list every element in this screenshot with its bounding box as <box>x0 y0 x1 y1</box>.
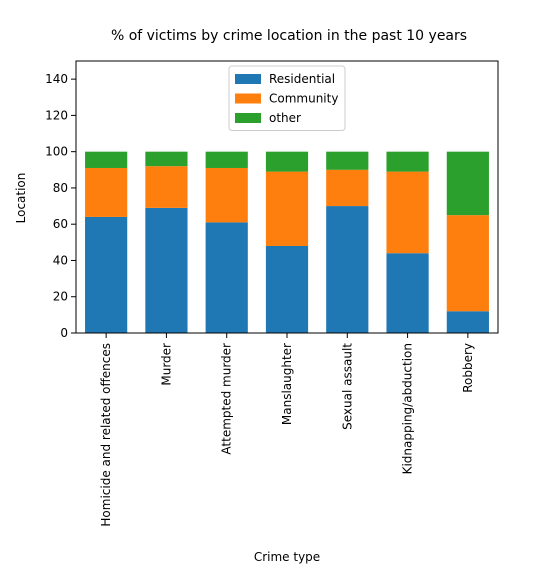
bar-community-1 <box>145 166 188 208</box>
y-tick-label: 140 <box>45 72 68 86</box>
bar-other-2 <box>205 151 248 168</box>
x-tick-label: Sexual assault <box>340 343 354 430</box>
y-tick-label: 20 <box>53 290 68 304</box>
bar-residential-0 <box>85 216 128 333</box>
y-axis: 0 20 40 60 80 100 120 140 <box>45 72 76 340</box>
x-tick-label: Kidnapping/abduction <box>401 343 415 474</box>
legend-swatch-other <box>235 113 261 123</box>
x-tick-label: Manslaughter <box>280 343 294 425</box>
bar-other-0 <box>85 151 128 168</box>
bar-residential-3 <box>265 245 309 333</box>
x-tick-label: Robbery <box>461 343 475 393</box>
bar-other-1 <box>145 151 188 167</box>
x-axis-label: Crime type <box>254 550 320 564</box>
legend-swatch-community <box>235 93 261 104</box>
bar-residential-5 <box>386 253 429 333</box>
y-tick-label: 0 <box>60 326 68 340</box>
bar-other-5 <box>386 151 429 172</box>
bar-community-4 <box>326 169 369 207</box>
bar-community-3 <box>265 171 309 246</box>
bar-community-2 <box>205 167 248 223</box>
bar-community-5 <box>386 171 429 254</box>
legend-label-other: other <box>269 111 301 125</box>
bar-community-0 <box>85 167 128 217</box>
x-tick-label: Attempted murder <box>220 343 234 455</box>
legend: Residential Community other <box>228 65 346 131</box>
bar-community-6 <box>446 215 489 312</box>
legend-label-community: Community <box>269 92 338 106</box>
bar-residential-1 <box>145 207 188 333</box>
chart-title: % of victims by crime location in the pa… <box>111 28 467 44</box>
x-tick-label: Homicide and related offences <box>99 343 113 527</box>
y-tick-label: 60 <box>53 217 68 231</box>
legend-swatch-residential <box>235 74 261 84</box>
bar-other-4 <box>326 151 369 170</box>
y-tick-label: 80 <box>53 181 68 195</box>
y-axis-label: Location <box>14 173 28 224</box>
bar-other-6 <box>446 151 489 216</box>
y-tick-label: 40 <box>53 253 68 267</box>
bar-residential-2 <box>205 222 248 333</box>
bars-group <box>85 151 489 333</box>
x-tick-label: Murder <box>159 343 173 386</box>
bar-residential-6 <box>446 311 489 333</box>
bar-residential-4 <box>326 206 369 333</box>
y-tick-label: 100 <box>45 145 68 159</box>
y-tick-label: 120 <box>45 108 68 122</box>
x-axis: Homicide and related offences Murder Attem… <box>99 333 475 527</box>
legend-label-residential: Residential <box>269 72 335 86</box>
bar-other-3 <box>265 151 309 172</box>
